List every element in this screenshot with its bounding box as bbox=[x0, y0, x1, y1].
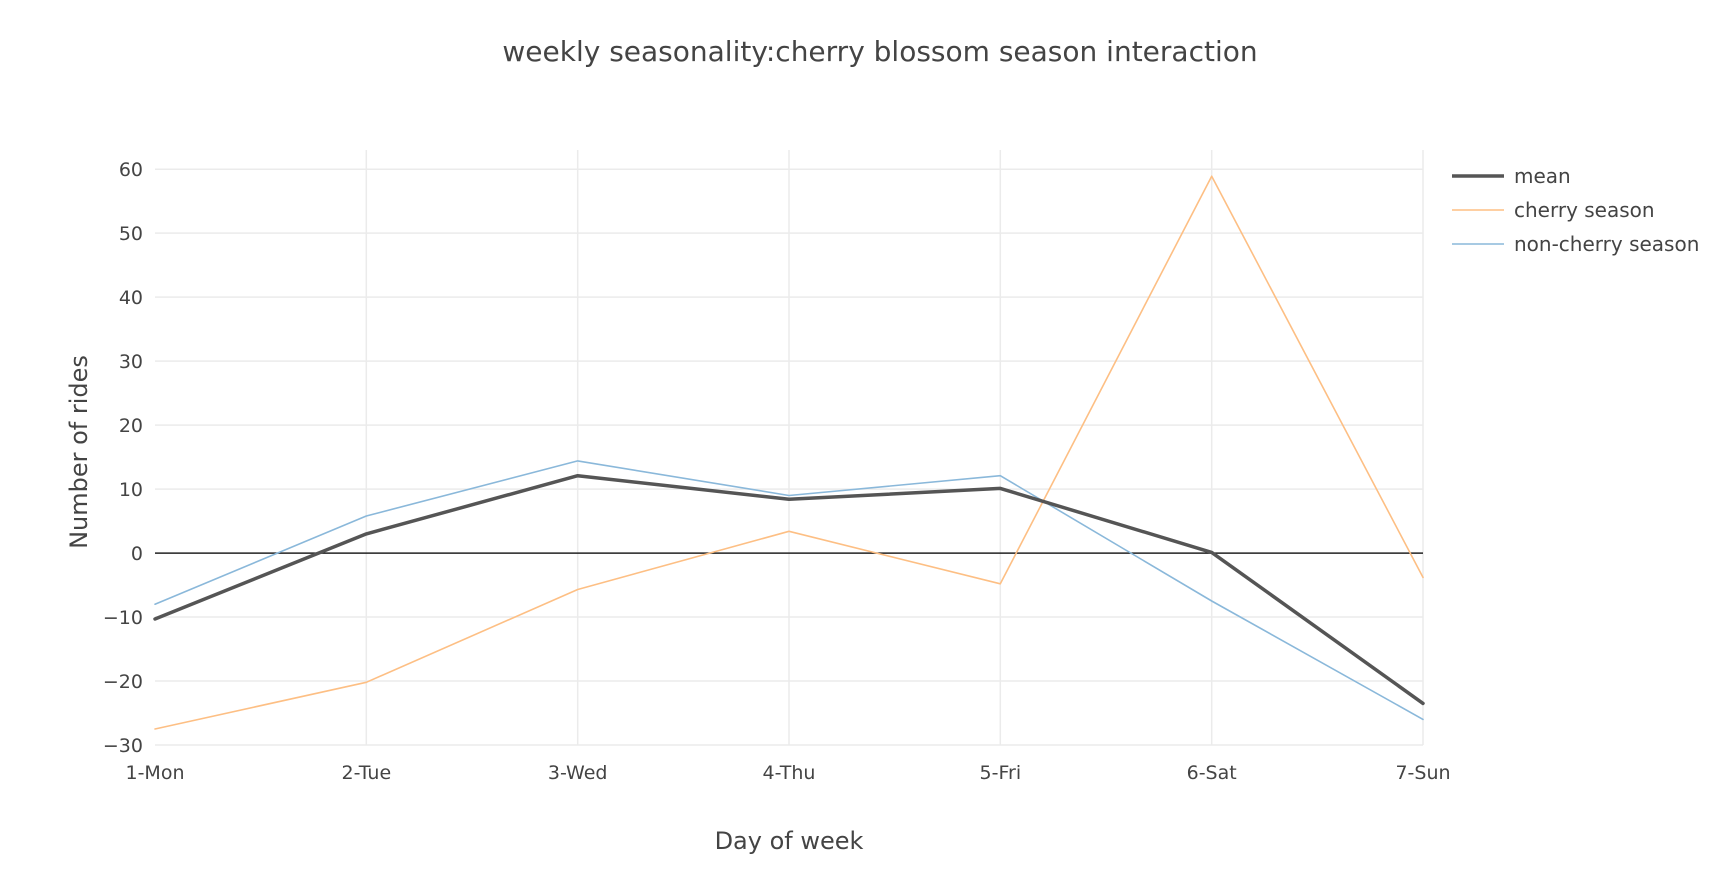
chart-title: weekly seasonality:cherry blossom season… bbox=[502, 35, 1257, 68]
y-tick-label: 0 bbox=[131, 543, 143, 565]
y-tick-label: −20 bbox=[103, 671, 143, 693]
y-tick-label: −30 bbox=[103, 735, 143, 757]
y-tick-label: −10 bbox=[103, 607, 143, 629]
x-tick-label: 4-Thu bbox=[763, 762, 816, 784]
series-line-non-cherry-season bbox=[154, 460, 1424, 721]
y-tick-labels: 60 50 40 30 20 10 0 −10 −20 −30 bbox=[103, 159, 143, 757]
series-layer bbox=[153, 175, 1425, 730]
y-tick-label: 20 bbox=[119, 415, 143, 437]
y-tick-label: 30 bbox=[119, 351, 143, 373]
x-tick-label: 3-Wed bbox=[548, 762, 608, 784]
x-tick-labels: 1-Mon 2-Tue 3-Wed 4-Thu 5-Fri 6-Sat 7-Sun bbox=[125, 762, 1450, 784]
x-tick-label: 5-Fri bbox=[980, 762, 1022, 784]
legend: mean cherry season non-cherry season bbox=[1452, 164, 1699, 256]
y-tick-label: 50 bbox=[119, 223, 143, 245]
series-line-cherry-season bbox=[154, 175, 1424, 730]
legend-label: mean bbox=[1514, 164, 1571, 188]
x-tick-label: 7-Sun bbox=[1395, 762, 1450, 784]
y-tick-label: 40 bbox=[119, 287, 143, 309]
x-tick-label: 6-Sat bbox=[1187, 762, 1237, 784]
series-line-mean bbox=[153, 473, 1425, 706]
legend-label: cherry season bbox=[1514, 198, 1655, 222]
legend-label: non-cherry season bbox=[1514, 232, 1699, 256]
y-tick-label: 60 bbox=[119, 159, 143, 181]
x-axis-title: Day of week bbox=[715, 827, 864, 855]
x-tick-label: 1-Mon bbox=[125, 762, 184, 784]
grid-layer bbox=[155, 150, 1424, 746]
y-tick-label: 10 bbox=[119, 479, 143, 501]
y-axis-title: Number of rides bbox=[65, 355, 93, 549]
x-tick-label: 2-Tue bbox=[342, 762, 392, 784]
